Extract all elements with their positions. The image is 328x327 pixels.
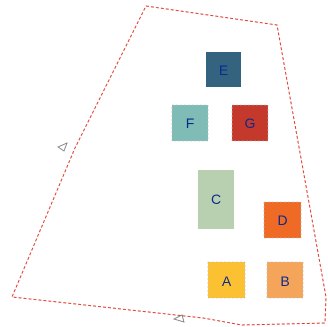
property-boundary bbox=[11, 5, 327, 326]
block-a-label: A bbox=[222, 273, 232, 289]
boundary-marker-bottom-icon bbox=[172, 314, 185, 323]
block-g[interactable]: G bbox=[231, 104, 269, 142]
block-d-label: D bbox=[277, 212, 287, 228]
block-b-label: B bbox=[280, 273, 289, 289]
block-b[interactable]: B bbox=[266, 261, 304, 299]
block-f[interactable]: F bbox=[171, 104, 209, 142]
block-a[interactable]: A bbox=[207, 261, 246, 299]
block-c[interactable]: C bbox=[198, 170, 234, 229]
block-c-label: C bbox=[211, 191, 221, 207]
boundary-marker-left-icon bbox=[57, 142, 68, 152]
block-d[interactable]: D bbox=[263, 201, 302, 239]
block-e-label: E bbox=[219, 62, 228, 78]
block-g-label: G bbox=[245, 115, 256, 131]
block-f-label: F bbox=[186, 115, 195, 131]
block-e[interactable]: E bbox=[206, 52, 241, 87]
